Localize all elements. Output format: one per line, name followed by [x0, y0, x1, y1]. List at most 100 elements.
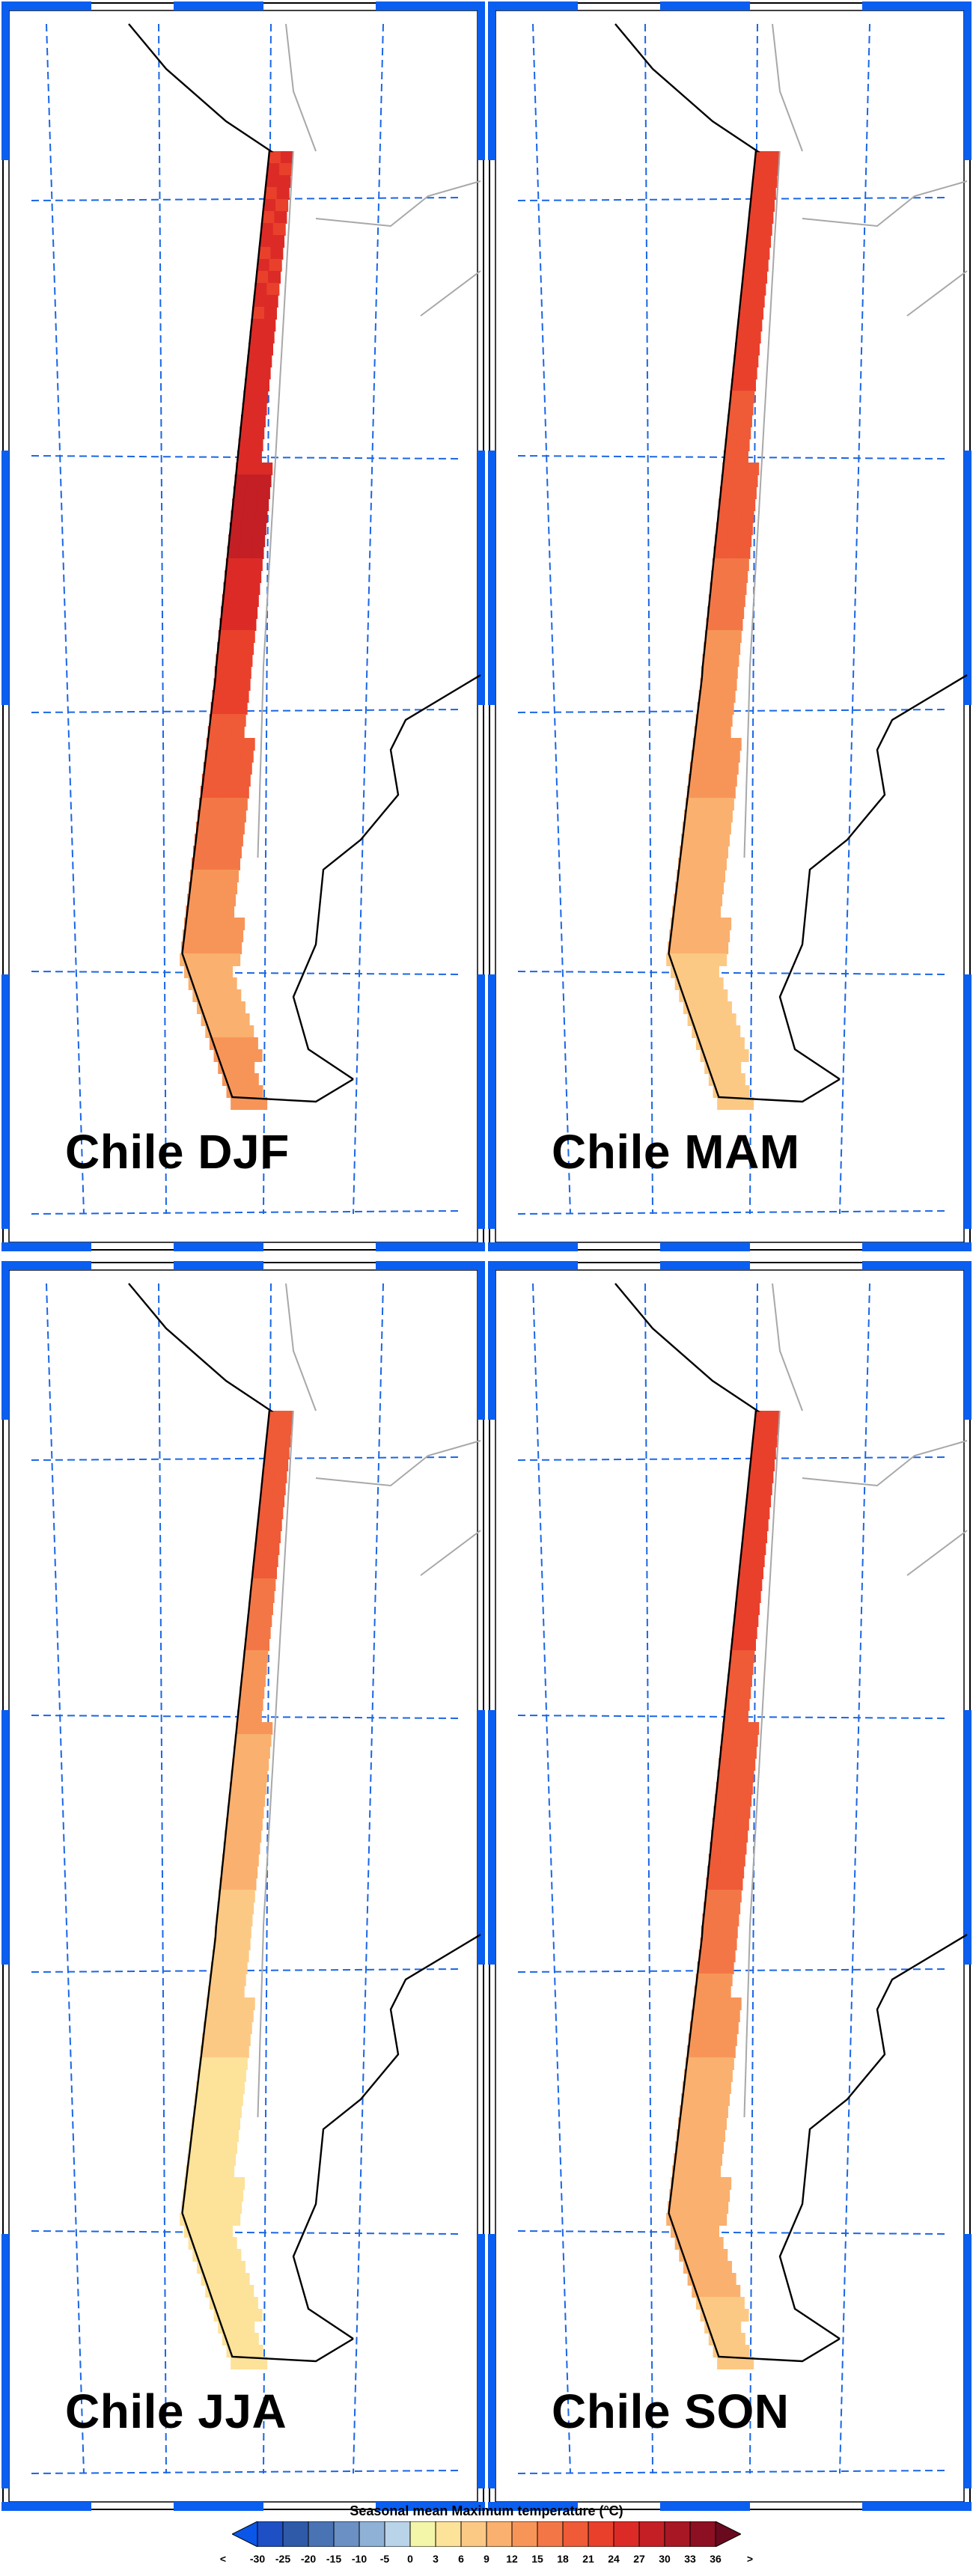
- temperature-cell: [754, 163, 767, 176]
- temperature-cell: [251, 546, 264, 559]
- temperature-cell: [703, 2009, 716, 2022]
- temperature-cell: [679, 846, 692, 858]
- frame-segment: [660, 2502, 750, 2511]
- temperature-cell: [712, 1818, 725, 1831]
- temperature-cell: [243, 510, 256, 523]
- temperature-cell: [213, 882, 226, 894]
- temperature-cell: [711, 1013, 725, 1026]
- temperature-cell: [728, 630, 742, 643]
- temperature-cell: [236, 1950, 249, 1962]
- temperature-cell: [225, 558, 239, 571]
- colorbar-tick-label: 27: [633, 2553, 645, 2565]
- temperature-cell: [716, 2201, 729, 2214]
- temperature-cell: [737, 1806, 751, 1819]
- temperature-cell: [237, 2033, 251, 2046]
- coastline: [128, 1283, 354, 2363]
- temperature-cell: [728, 1997, 742, 2010]
- temperature-cell: [233, 1037, 246, 1050]
- temperature-cell: [194, 834, 207, 846]
- temperature-cell: [211, 894, 225, 906]
- temperature-cell: [732, 1854, 745, 1867]
- temperature-cell: [713, 762, 727, 775]
- temperature-cell: [743, 1519, 757, 1531]
- argentina-coastline: [292, 1933, 481, 2340]
- temperature-cell: [210, 798, 224, 811]
- temperature-cell: [250, 2345, 263, 2357]
- temperature-cell: [735, 1830, 748, 1843]
- temperature-cell: [718, 726, 731, 739]
- temperature-cell: [221, 810, 234, 822]
- temperature-cell: [206, 1997, 219, 2010]
- temperature-cell: [258, 247, 272, 260]
- temperature-cell: [230, 1890, 243, 1902]
- temperature-cell: [683, 810, 697, 822]
- temperature-cell: [227, 762, 240, 775]
- temperature-cell: [189, 2141, 202, 2154]
- temperature-cell: [231, 726, 245, 739]
- temperature-cell: [216, 2249, 230, 2262]
- temperature-cell: [243, 1770, 256, 1783]
- temperature-cell: [739, 534, 752, 547]
- temperature-cell: [183, 930, 196, 942]
- temperature-cell: [207, 930, 220, 942]
- temperature-cell: [272, 1495, 285, 1507]
- temperature-cell: [238, 1926, 251, 1938]
- temperature-cell: [694, 726, 707, 739]
- border-line: [257, 150, 294, 858]
- colorbar-tick-label: -15: [326, 2553, 342, 2565]
- temperature-cell: [222, 1854, 235, 1867]
- temperature-cell: [681, 2189, 695, 2202]
- temperature-cell: [722, 786, 736, 799]
- temperature-cell: [704, 642, 717, 655]
- temperature-cell: [722, 582, 735, 595]
- temperature-cell: [763, 187, 776, 200]
- temperature-cell: [719, 498, 732, 511]
- legend-title: Seasonal mean Maximum temperature (°C): [350, 2503, 623, 2518]
- temperature-cell: [736, 1085, 750, 1098]
- temperature-cell: [689, 762, 703, 775]
- temperature-cell: [223, 1842, 237, 1855]
- temperature-cell: [257, 1626, 271, 1639]
- temperature-cell: [746, 1722, 760, 1735]
- temperature-cell: [216, 2009, 230, 2022]
- temperature-cell: [750, 1459, 763, 1471]
- temperature-cell: [701, 666, 714, 679]
- temperature-cell: [204, 2249, 218, 2262]
- temperature-cell: [707, 810, 721, 822]
- temperature-cell: [254, 510, 268, 523]
- temperature-cell: [695, 2261, 708, 2274]
- temperature-cell: [724, 1049, 737, 1062]
- temperature-cell: [719, 714, 733, 727]
- colorbar-bin: [333, 2521, 360, 2547]
- temperature-cell: [264, 307, 278, 320]
- temperature-cell: [719, 1866, 733, 1878]
- temperature-cell: [715, 846, 728, 858]
- temperature-cell: [748, 1471, 762, 1483]
- temperature-cell: [242, 1997, 255, 2010]
- temperature-cell: [257, 1519, 270, 1531]
- temperature-cell: [233, 714, 246, 727]
- colorbar-bin: [486, 2521, 513, 2547]
- temperature-cell: [224, 786, 237, 799]
- temperature-cell: [260, 1722, 273, 1735]
- temperature-cell: [698, 2045, 712, 2058]
- colorbar-bin: [282, 2521, 309, 2547]
- temperature-cell: [750, 199, 763, 212]
- temperature-cell: [677, 858, 691, 870]
- temperature-cell: [736, 1818, 749, 1831]
- temperature-cell: [242, 403, 255, 415]
- temperature-cell: [707, 2297, 721, 2310]
- temperature-cell: [237, 1013, 250, 1026]
- temperature-cell: [683, 2225, 695, 2238]
- temperature-cell: [187, 894, 201, 906]
- temperature-cell: [232, 918, 245, 930]
- temperature-cell: [723, 570, 736, 583]
- temperature-cell: [724, 2033, 737, 2046]
- temperature-cell: [204, 2105, 218, 2118]
- temperature-cell: [752, 1435, 766, 1447]
- temperature-cell: [243, 1097, 256, 1110]
- temperature-cell: [694, 2081, 707, 2094]
- temperature-cell: [713, 2021, 727, 2034]
- temperature-cell: [712, 678, 725, 691]
- temperature-cell: [689, 858, 703, 870]
